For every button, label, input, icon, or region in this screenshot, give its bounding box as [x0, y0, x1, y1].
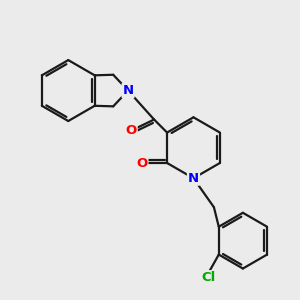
Text: N: N [122, 84, 134, 97]
Text: O: O [136, 157, 148, 169]
Text: Cl: Cl [201, 271, 215, 284]
Text: O: O [125, 124, 137, 137]
Text: N: N [188, 172, 199, 185]
